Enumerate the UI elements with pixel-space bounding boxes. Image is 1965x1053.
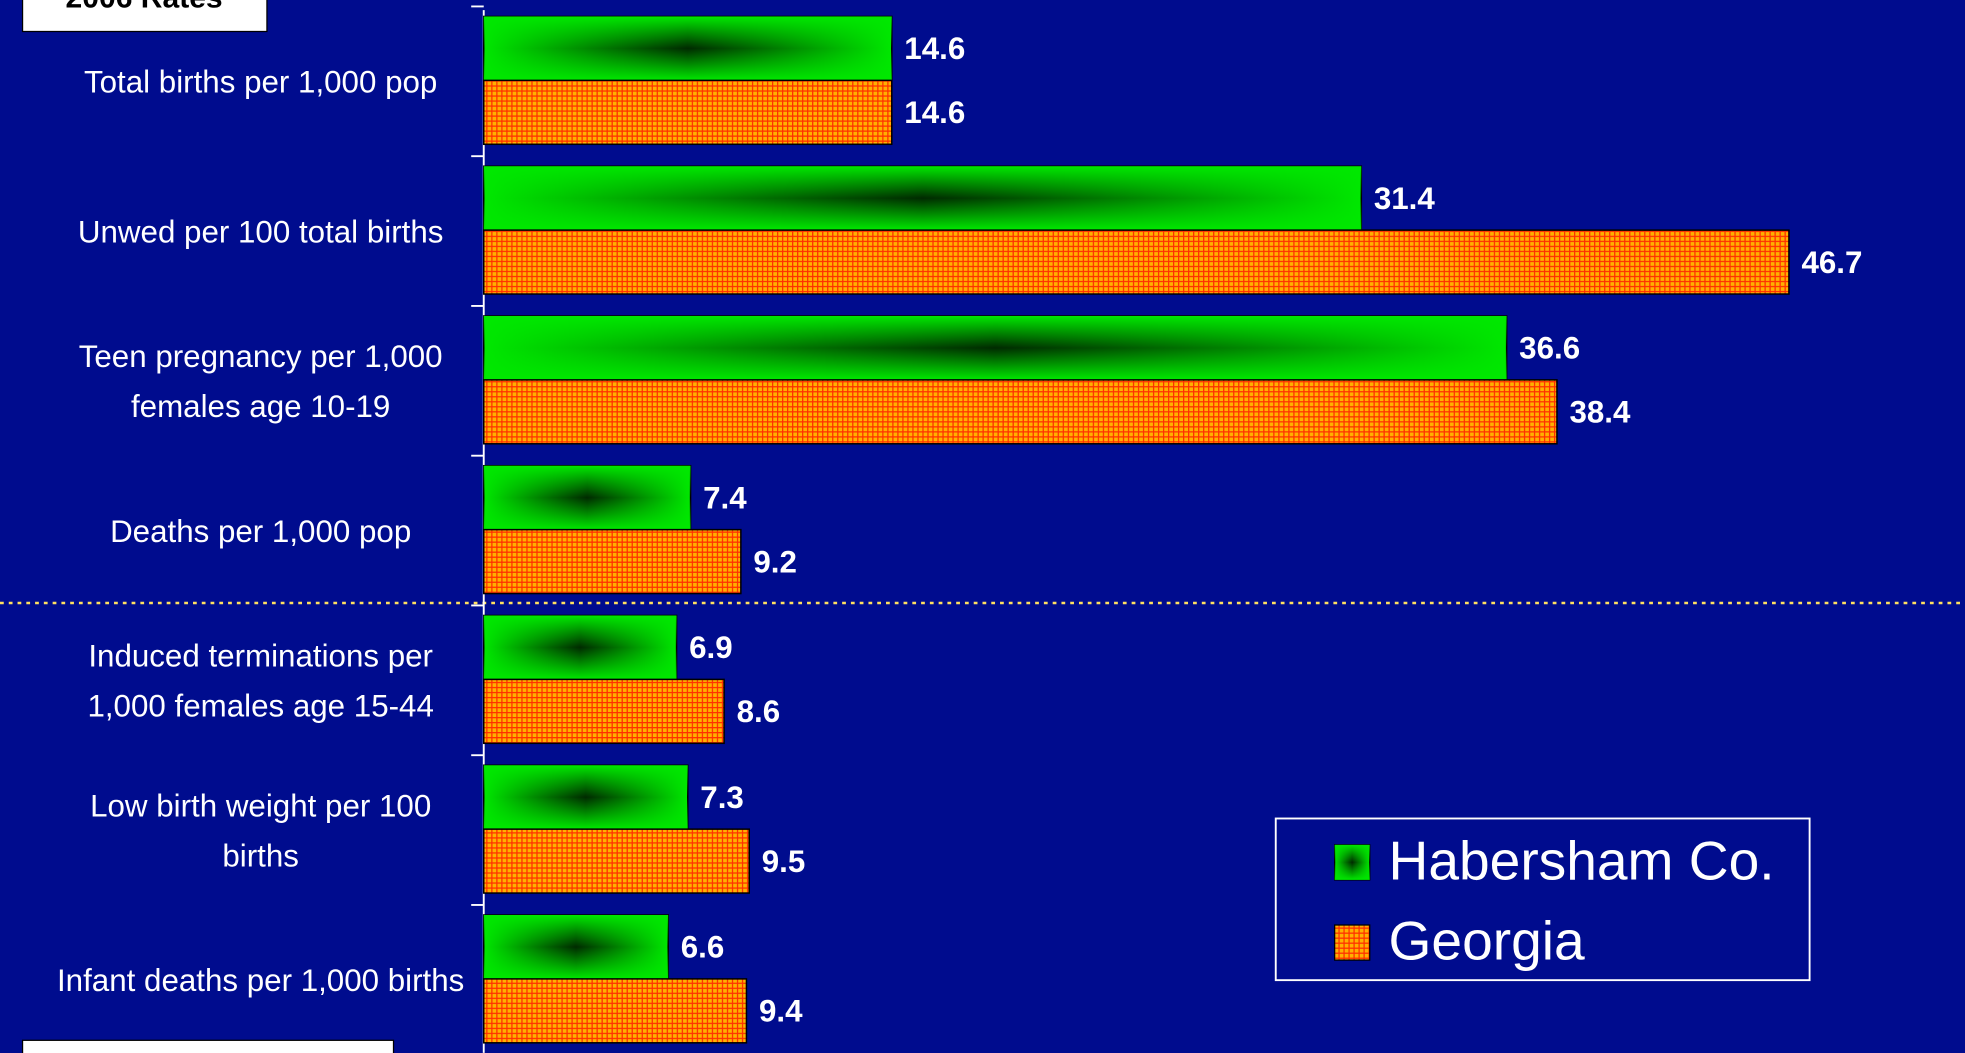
- legend-box: [1274, 817, 1811, 982]
- value-label: 6.6: [681, 930, 725, 965]
- category-label: Infant deaths per 1,000 births: [57, 963, 464, 998]
- bar-shade: [483, 166, 1362, 231]
- legend: Habersham Co. Georgia: [1274, 817, 1811, 982]
- note-box: [21, 1039, 395, 1053]
- value-label: 14.6: [904, 95, 965, 130]
- chart-title: 2006 Rates: [66, 0, 223, 15]
- value-label: 36.6: [1519, 331, 1580, 366]
- bar-shade: [483, 615, 677, 680]
- value-label: 14.6: [904, 31, 965, 66]
- category-label: Total births per 1,000 pop: [84, 65, 437, 100]
- legend-label: Georgia: [1389, 910, 1585, 972]
- bar-shade: [483, 16, 892, 81]
- bar: [482, 528, 742, 595]
- category-label: Deaths per 1,000 pop: [110, 514, 411, 549]
- category-label: Unwed per 100 total births: [78, 214, 444, 249]
- value-label: 8.6: [737, 694, 781, 729]
- category-label: Teen pregnancy per 1,000 females age 10-1…: [79, 339, 443, 424]
- bar-shade: [483, 914, 669, 979]
- value-label: 6.9: [689, 630, 733, 665]
- category-label: Low birth weight per 100 births: [90, 788, 431, 873]
- value-label: 38.4: [1569, 395, 1631, 430]
- bar-shade: [483, 465, 691, 530]
- title-box: [21, 0, 268, 33]
- value-label: 9.5: [762, 844, 806, 879]
- bar: [482, 678, 725, 745]
- value-label: 9.2: [753, 544, 797, 579]
- category-label: Induced terminations per 1,000 females ag…: [87, 639, 433, 724]
- value-label: 31.4: [1374, 181, 1436, 216]
- bar: [482, 229, 1790, 295]
- value-label: 9.4: [759, 994, 803, 1029]
- bar: [482, 978, 748, 1044]
- bar-shade: [483, 765, 688, 830]
- legend-swatch: [1334, 924, 1371, 961]
- bar-shade: [483, 315, 1507, 380]
- bar: [482, 379, 1558, 445]
- legend-swatch-shade: [1334, 844, 1370, 880]
- value-label: 7.3: [700, 780, 744, 815]
- bar: [482, 828, 750, 894]
- bar: [482, 79, 893, 146]
- legend-label: Habersham Co.: [1389, 829, 1775, 891]
- value-label: 46.7: [1801, 245, 1862, 280]
- value-label: 7.4: [703, 480, 747, 515]
